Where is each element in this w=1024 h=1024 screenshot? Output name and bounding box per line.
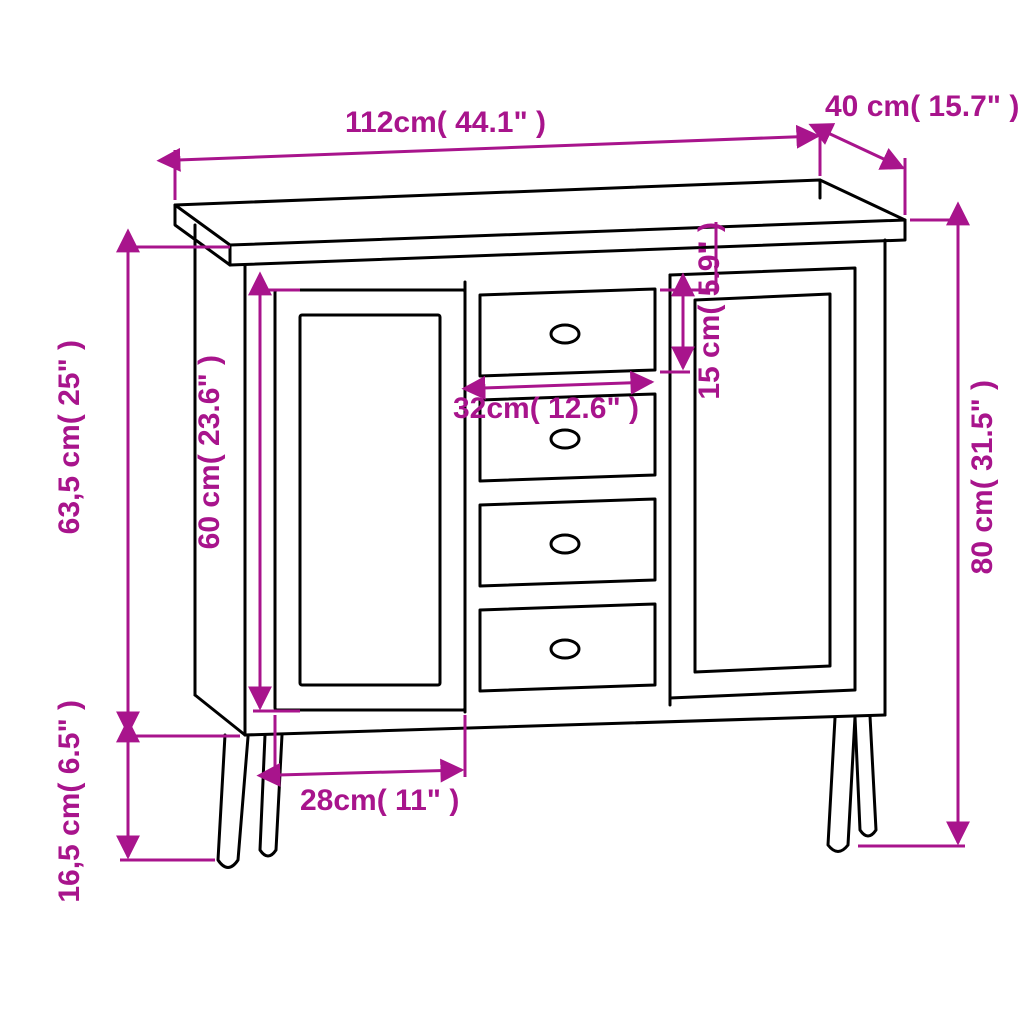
cabinet-drawing <box>175 180 905 868</box>
dim-drawer-height: 15 cm( 5.9" ) <box>695 222 725 400</box>
dim-height-left-outer: 63,5 cm( 25" ) <box>55 340 85 534</box>
dim-height-right: 80 cm( 31.5" ) <box>968 380 998 574</box>
dim-drawer-width: 32cm( 12.6" ) <box>453 394 639 424</box>
dim-door-width: 28cm( 11" ) <box>300 786 459 816</box>
dim-height-left-inner: 60 cm( 23.6" ) <box>195 355 225 549</box>
dim-depth-top: 40 cm( 15.7" ) <box>825 92 1019 122</box>
dim-leg-height: 16,5 cm( 6.5" ) <box>55 700 85 903</box>
dim-width-top: 112cm( 44.1" ) <box>345 108 546 138</box>
dimension-diagram <box>0 0 1024 1024</box>
